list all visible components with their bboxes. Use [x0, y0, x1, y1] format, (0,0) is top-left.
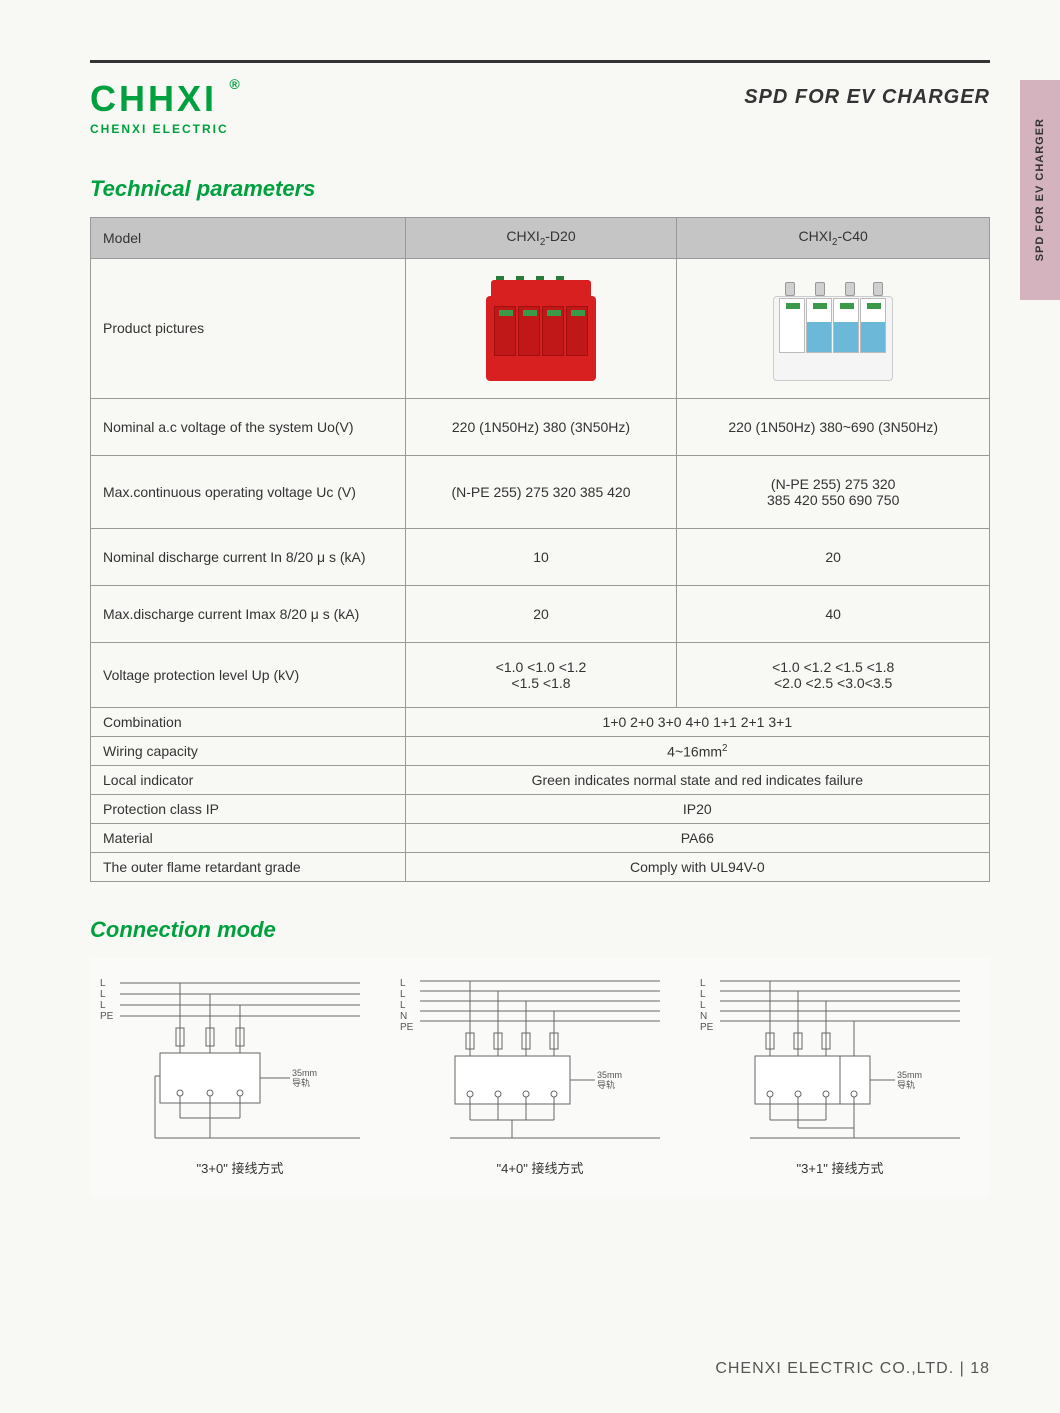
svg-text:35mm: 35mm [292, 1068, 317, 1078]
table-row: Local indicator Green indicates normal s… [91, 766, 990, 795]
section-title-2: Connection mode [90, 917, 990, 943]
cell-merged: IP20 [405, 795, 989, 824]
table-row: Protection class IP IP20 [91, 795, 990, 824]
row-label: Protection class IP [91, 795, 406, 824]
table-row: Max.discharge current Imax 8/20 μ s (kA)… [91, 585, 990, 642]
logo-sub: CHENXI ELECTRIC [90, 122, 229, 136]
logo-reg: ® [229, 76, 242, 92]
page-header: CHHXI® CHENXI ELECTRIC SPD FOR EV CHARGE… [90, 60, 990, 136]
svg-text:35mm: 35mm [897, 1070, 922, 1080]
section-title-1: Technical parameters [90, 176, 990, 202]
cell: 20 [405, 585, 677, 642]
svg-text:35mm: 35mm [597, 1070, 622, 1080]
logo-main: CHHXI® [90, 78, 229, 120]
table-row: Nominal a.c voltage of the system Uo(V) … [91, 398, 990, 455]
logo: CHHXI® CHENXI ELECTRIC [90, 78, 229, 136]
connection-item: L L L PE 35mm导轨 "3+0 [100, 978, 380, 1177]
table-row: Max.continuous operating voltage Uc (V) … [91, 455, 990, 528]
spd-red-icon [486, 276, 596, 381]
spec-table: Model CHXI2-D20 CHXI2-C40 Product pictur… [90, 217, 990, 882]
connection-diagram-2: L L L N PE 35mm导轨 [400, 978, 680, 1148]
svg-text:导轨: 导轨 [897, 1079, 915, 1090]
cell-merged: Comply with UL94V-0 [405, 853, 989, 882]
table-row: Product pictures [91, 258, 990, 398]
row-label: Nominal discharge current In 8/20 μ s (k… [91, 528, 406, 585]
connection-item: L L L N PE 35mm导轨 [700, 978, 980, 1177]
connection-caption: "3+0" 接线方式 [100, 1158, 380, 1177]
wiring-diagram-icon: 35mm导轨 [400, 978, 660, 1148]
th-col1: CHXI2-D20 [405, 218, 677, 259]
connection-caption: "3+1" 接线方式 [700, 1158, 980, 1177]
th-model: Model [91, 218, 406, 259]
row-label: Nominal a.c voltage of the system Uo(V) [91, 398, 406, 455]
row-label: Local indicator [91, 766, 406, 795]
connection-caption: "4+0" 接线方式 [400, 1158, 680, 1177]
connection-diagram-1: L L L PE 35mm导轨 [100, 978, 380, 1148]
cell: (N-PE 255) 275 320 385 420 550 690 750 [677, 455, 990, 528]
table-row: Voltage protection level Up (kV) <1.0 <1… [91, 642, 990, 707]
logo-text: CHHXI [90, 78, 217, 119]
row-label: Product pictures [91, 258, 406, 398]
svg-text:导轨: 导轨 [292, 1077, 310, 1088]
table-row: Nominal discharge current In 8/20 μ s (k… [91, 528, 990, 585]
table-row: Wiring capacity 4~16mm2 [91, 736, 990, 766]
svg-text:导轨: 导轨 [597, 1079, 615, 1090]
product-image-2 [677, 258, 990, 398]
connection-item: L L L N PE 35mm导轨 "4+0" 接线方式 [400, 978, 680, 1177]
table-row: The outer flame retardant grade Comply w… [91, 853, 990, 882]
cell: 40 [677, 585, 990, 642]
page-footer: CHENXI ELECTRIC CO.,LTD. | 18 [715, 1360, 990, 1378]
cell: (N-PE 255) 275 320 385 420 [405, 455, 677, 528]
cell-merged: 4~16mm2 [405, 736, 989, 766]
cell: 20 [677, 528, 990, 585]
header-title: SPD FOR EV CHARGER [744, 86, 990, 109]
cell: 220 (1N50Hz) 380~690 (3N50Hz) [677, 398, 990, 455]
connection-diagram-3: L L L N PE 35mm导轨 [700, 978, 980, 1148]
spd-white-icon [773, 276, 893, 381]
row-label: Combination [91, 707, 406, 736]
cell: <1.0 <1.2 <1.5 <1.8 <2.0 <2.5 <3.0<3.5 [677, 642, 990, 707]
row-label: Material [91, 824, 406, 853]
product-image-1 [405, 258, 677, 398]
row-label: Voltage protection level Up (kV) [91, 642, 406, 707]
table-row: Combination 1+0 2+0 3+0 4+0 1+1 2+1 3+1 [91, 707, 990, 736]
table-header-row: Model CHXI2-D20 CHXI2-C40 [91, 218, 990, 259]
table-row: Material PA66 [91, 824, 990, 853]
cell: <1.0 <1.0 <1.2 <1.5 <1.8 [405, 642, 677, 707]
wire-labels: L L L N PE [400, 978, 413, 1033]
wire-labels: L L L PE [100, 978, 113, 1022]
cell: 220 (1N50Hz) 380 (3N50Hz) [405, 398, 677, 455]
row-label: Max.discharge current Imax 8/20 μ s (kA) [91, 585, 406, 642]
wire-labels: L L L N PE [700, 978, 713, 1033]
row-label: Max.continuous operating voltage Uc (V) [91, 455, 406, 528]
row-label: Wiring capacity [91, 736, 406, 766]
cell-merged: PA66 [405, 824, 989, 853]
th-col2: CHXI2-C40 [677, 218, 990, 259]
connection-grid: L L L PE 35mm导轨 "3+0 [90, 958, 990, 1197]
cell: 10 [405, 528, 677, 585]
wiring-diagram-icon: 35mm导轨 [700, 978, 960, 1148]
cell-merged: 1+0 2+0 3+0 4+0 1+1 2+1 3+1 [405, 707, 989, 736]
row-label: The outer flame retardant grade [91, 853, 406, 882]
cell-merged: Green indicates normal state and red ind… [405, 766, 989, 795]
wiring-diagram-icon: 35mm导轨 [100, 978, 360, 1148]
